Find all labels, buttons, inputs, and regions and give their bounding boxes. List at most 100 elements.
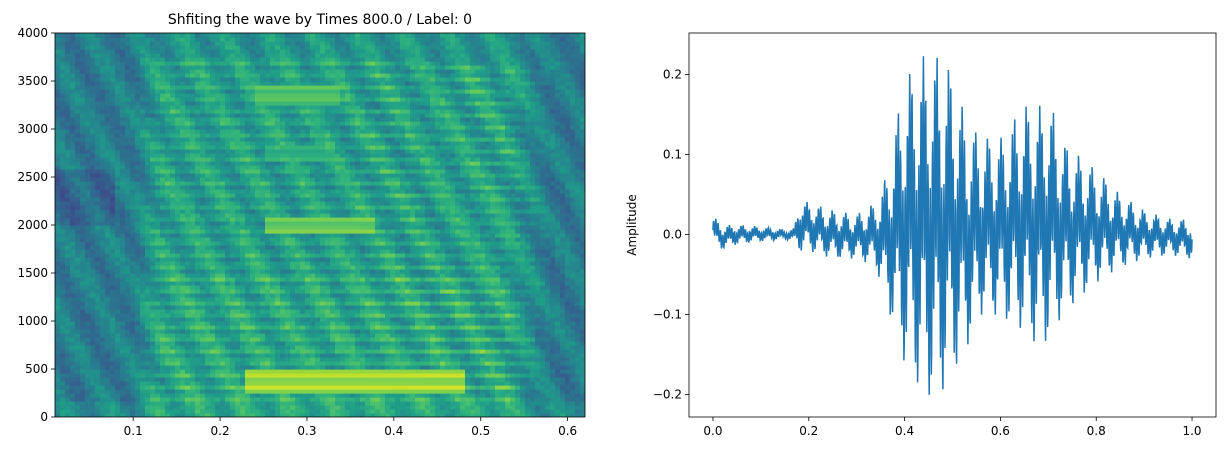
spectrogram-cell — [295, 365, 301, 370]
spectrogram-cell — [245, 389, 251, 394]
spectrogram-cell — [305, 57, 311, 62]
spectrogram-cell — [170, 197, 176, 202]
spectrogram-cell — [65, 281, 71, 286]
spectrogram-cell — [95, 409, 101, 414]
spectrogram-cell — [90, 149, 96, 154]
spectrogram-cell — [245, 305, 251, 310]
spectrogram-cell — [110, 309, 116, 314]
spectrogram-cell — [100, 129, 106, 134]
spectrogram-cell — [100, 357, 106, 362]
spectrogram-cell — [150, 313, 156, 318]
spectrogram-cell — [200, 397, 206, 402]
spectrogram-cell — [200, 101, 206, 106]
spectrogram-cell — [145, 217, 151, 222]
spectrogram-cell — [180, 357, 186, 362]
spectrogram-cell — [65, 333, 71, 338]
spectrogram-cell — [135, 217, 141, 222]
spectrogram-cell — [185, 309, 191, 314]
spectrogram-cell — [310, 329, 316, 334]
spectrogram-cell — [70, 277, 76, 282]
spectrogram-cell — [255, 37, 261, 42]
spectrogram-cell — [265, 105, 271, 110]
spectrogram-cell — [55, 357, 61, 362]
spectrogram-cell — [150, 141, 156, 146]
spectrogram-cell — [65, 293, 71, 298]
spectrogram-cell — [100, 93, 106, 98]
spectrogram-cell — [250, 253, 256, 258]
spectrogram-cell — [275, 377, 281, 382]
spectrogram-cell — [295, 157, 301, 162]
spectrogram-cell — [305, 293, 311, 298]
spectrogram-cell — [180, 245, 186, 250]
spectrogram-cell — [190, 189, 196, 194]
spectrogram-cell — [70, 65, 76, 70]
spectrogram-cell — [235, 117, 241, 122]
spectrogram-cell — [210, 381, 216, 386]
spectrogram-cell — [120, 377, 126, 382]
spectrogram-cell — [125, 225, 131, 230]
spectrogram-cell — [85, 209, 91, 214]
spectrogram-cell — [200, 313, 206, 318]
spectrogram-cell — [135, 33, 141, 38]
spectrogram-cell — [60, 273, 66, 278]
spectrogram-cell — [275, 305, 281, 310]
spectrogram-cell — [200, 37, 206, 42]
spectrogram-cell — [130, 361, 136, 366]
spectrogram-cell — [75, 285, 81, 290]
spectrogram-cell — [250, 157, 256, 162]
spectrogram-cell — [150, 33, 156, 38]
spectrogram-cell — [200, 53, 206, 58]
spectrogram-cell — [60, 293, 66, 298]
spectrogram-cell — [100, 341, 106, 346]
spectrogram-cell — [100, 101, 106, 106]
spectrogram-cell — [205, 233, 211, 238]
spectrogram-cell — [120, 369, 126, 374]
spectrogram-cell — [280, 257, 286, 262]
spectrogram-cell — [300, 73, 306, 78]
spectrogram-cell — [200, 149, 206, 154]
spectrogram-cell — [145, 133, 151, 138]
spectrogram-cell — [295, 49, 301, 54]
spectrogram-cell — [220, 73, 226, 78]
spectrogram-cell — [60, 297, 66, 302]
spectrogram-cell — [145, 69, 151, 74]
spectrogram-cell — [305, 333, 311, 338]
spectrogram-cell — [245, 109, 251, 114]
spectrogram-cell — [295, 45, 301, 50]
spectrogram-cell — [245, 265, 251, 270]
spectrogram-cell — [260, 137, 266, 142]
spectrogram-cell — [290, 33, 296, 38]
spectrogram-cell — [285, 113, 291, 118]
spectrogram-cell — [55, 393, 61, 398]
spectrogram-cell — [315, 409, 321, 414]
spectrogram-cell — [135, 321, 141, 326]
spectrogram-cell — [190, 61, 196, 66]
spectrogram-cell — [295, 173, 301, 178]
spectrogram-cell — [245, 189, 251, 194]
spectrogram-cell — [185, 113, 191, 118]
spectrogram-cell — [215, 261, 221, 266]
spectrogram-cell — [160, 329, 166, 334]
spectrogram-cell — [200, 401, 206, 406]
spectrogram-cell — [215, 73, 221, 78]
spectrogram-cell — [215, 169, 221, 174]
spectrogram-cell — [245, 145, 251, 150]
spectrogram-cell — [60, 193, 66, 198]
spectrogram-cell — [240, 129, 246, 134]
spectrogram-cell — [190, 69, 196, 74]
spectrogram-cell — [275, 257, 281, 262]
spectrogram-cell — [250, 329, 256, 334]
spectrogram-cell — [125, 45, 131, 50]
spectrogram-cell — [70, 121, 76, 126]
spectrogram-cell — [185, 41, 191, 46]
spectrogram-cell — [270, 289, 276, 294]
spectrogram-cell — [220, 129, 226, 134]
spectrogram-cell — [105, 341, 111, 346]
spectrogram-cell — [140, 253, 146, 258]
spectrogram-cell — [60, 389, 66, 394]
spectrogram-cell — [200, 353, 206, 358]
spectrogram-cell — [250, 53, 256, 58]
spectrogram-cell — [85, 357, 91, 362]
spectrogram-cell — [110, 69, 116, 74]
spectrogram-cell — [110, 329, 116, 334]
